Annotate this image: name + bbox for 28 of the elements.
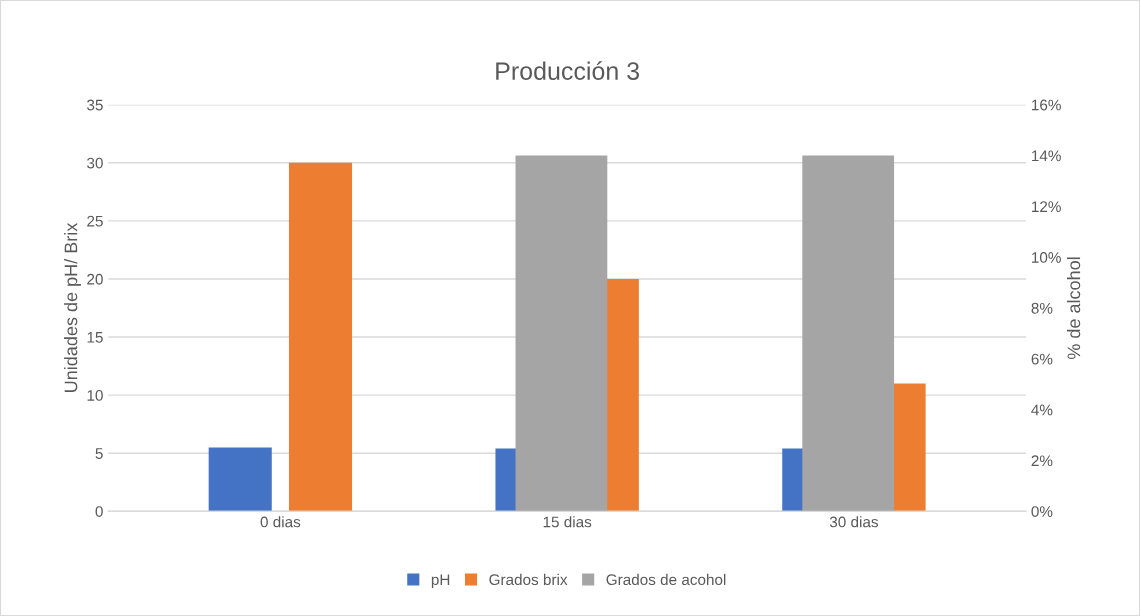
y2-tick-label: 16% [1032, 99, 1061, 111]
legend-label: Grados brix [489, 573, 568, 586]
y-tick-label: 35 [87, 99, 103, 111]
x-tick-label: 15 dias [543, 516, 592, 528]
y-tick-label: 30 [87, 157, 103, 169]
y2-tick-label: 2% [1031, 455, 1053, 467]
y2-axis-title: % de alcohol [1066, 257, 1081, 360]
y2-tick-label: 10% [1032, 252, 1061, 263]
legend-label: Grados de acohol [606, 573, 726, 586]
bar [288, 162, 353, 512]
x-tick-label: 0 dias [260, 516, 301, 528]
chart-title: Producción 3 [496, 61, 640, 80]
y2-tick-label: 14% [1032, 150, 1061, 162]
bar [208, 447, 272, 512]
y2-tick-label: 12% [1032, 201, 1061, 212]
y2-tick-label: 6% [1031, 353, 1053, 365]
y-tick-label: 10 [87, 389, 103, 401]
y2-tick-label: 4% [1031, 404, 1053, 416]
x-tick-label: 30 dias [829, 516, 879, 528]
legend-label: pH [431, 574, 450, 589]
y-tick-label: 25 [87, 215, 103, 227]
y-tick-label: 5 [95, 448, 103, 459]
y-tick-label: 0 [95, 506, 103, 517]
y-axis-title: Unidades de pH/ Brix [64, 222, 81, 392]
y2-tick-label: 8% [1031, 302, 1053, 314]
y-tick-label: 20 [87, 273, 103, 285]
y-tick-label: 15 [87, 332, 103, 343]
y2-tick-label: 0% [1031, 506, 1053, 517]
